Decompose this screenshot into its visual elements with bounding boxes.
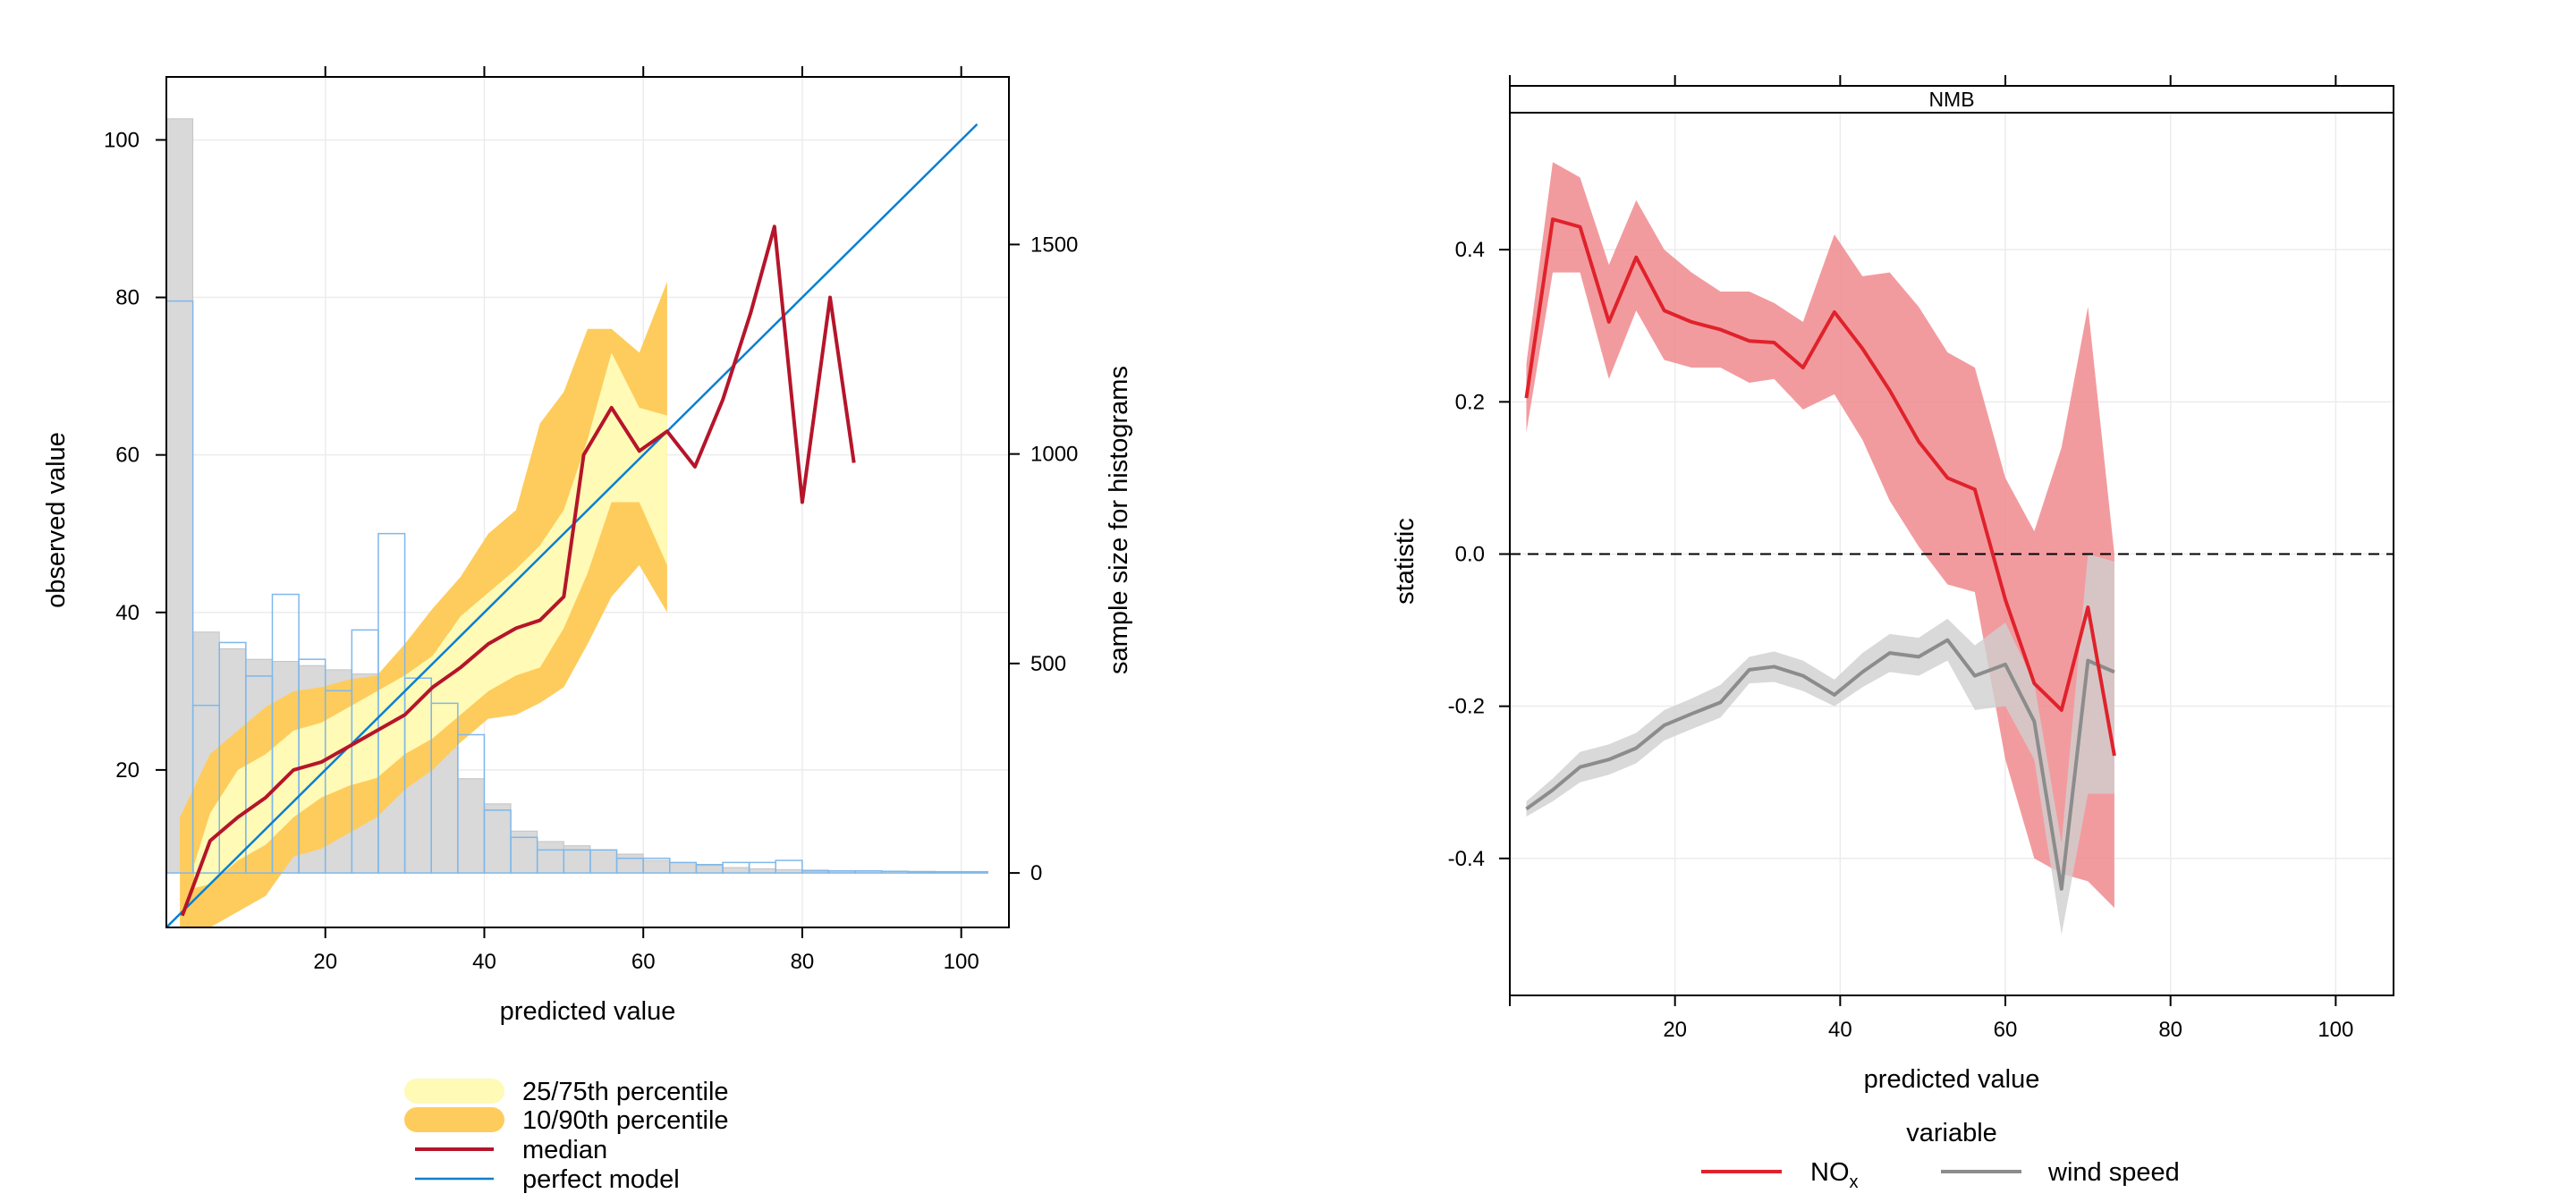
left-plot-frame (165, 76, 1010, 928)
legend-label-text: NO (1810, 1158, 1850, 1187)
observed-histogram-bar (669, 861, 697, 874)
right-x-tick-label: 100 (2318, 1018, 2353, 1042)
right-y-tick-label: -0.4 (1448, 847, 1485, 871)
legend-label-text: wind speed (2047, 1158, 2180, 1187)
band-25-75 (194, 352, 667, 888)
legend-label: wind speed (2047, 1158, 2180, 1187)
legend-label: median (522, 1136, 607, 1164)
predicted-histogram-bar (960, 870, 988, 874)
left-x-tick-label: 100 (944, 950, 979, 974)
right-axes: 20 40 60 80 100 -0.4 -0.2 0.0 0.2 0.4 (1448, 75, 2394, 1042)
left-y2-tick-label: 1500 (1030, 233, 1078, 257)
left-x-tick-label: 20 (313, 950, 337, 974)
observed-histogram-bar (589, 849, 618, 874)
legend-label: NOx (1810, 1158, 1859, 1192)
predicted-histogram-bar (775, 859, 803, 874)
left-y-tick-label: 80 (115, 286, 140, 310)
right-plot-frame (1509, 85, 2394, 996)
right-y-tick-label: 0.0 (1455, 543, 1485, 567)
right-legend: NOx wind speed (1701, 1158, 2180, 1192)
observed-histogram-bar (165, 118, 194, 874)
left-y-axis-label: observed value (42, 432, 71, 608)
right-y-tick-label: 0.2 (1455, 390, 1485, 414)
legend-key-band-25-75 (404, 1079, 504, 1104)
left-lines (165, 123, 979, 928)
predicted-histogram-bar (907, 870, 936, 874)
observed-histogram-bar (722, 867, 750, 874)
right-x-tick-label: 60 (1994, 1018, 2018, 1042)
wind-speed-band (1526, 554, 2114, 935)
legend-label-subscript: x (1850, 1172, 1859, 1192)
legend-key-band-10-90 (404, 1107, 504, 1132)
left-y2-tick-label: 1000 (1030, 443, 1078, 467)
right-confidence-bands (1526, 162, 2114, 935)
right-y-axis-label: statistic (1391, 518, 1419, 605)
wind-speed-line (1525, 638, 2115, 891)
left-y2-tick-label: 500 (1030, 652, 1066, 676)
right-legend-title: variable (1906, 1119, 1997, 1147)
legend-label: 10/90th percentile (522, 1106, 729, 1135)
left-y-tick-label: 100 (104, 128, 140, 152)
observed-histogram-bar (616, 853, 644, 874)
right-x-axis-label: predicted value (1864, 1065, 2040, 1094)
nox-band (1526, 162, 2114, 909)
right-x-tick-label: 80 (2158, 1018, 2182, 1042)
right-series-lines (1510, 217, 2394, 891)
legend-label: perfect model (522, 1165, 680, 1194)
observed-histogram-bar (510, 830, 538, 874)
predicted-histogram-bar (934, 870, 962, 874)
left-x-axis-label: predicted value (500, 997, 676, 1026)
left-x-tick-label: 40 (472, 950, 496, 974)
observed-histogram-bar (483, 803, 512, 874)
observed-histogram-bar (537, 841, 564, 874)
strip-label: NMB (1928, 88, 1974, 111)
observed-histogram-bar (695, 865, 724, 874)
observed-histogram-bar (457, 778, 485, 874)
left-y-tick-label: 40 (115, 601, 140, 625)
band-25-75-area (194, 352, 667, 888)
predicted-histogram-bar (457, 733, 486, 874)
right-x-tick-label: 40 (1828, 1018, 1852, 1042)
left-y-tick-label: 60 (115, 444, 140, 468)
legend-label: 25/75th percentile (522, 1078, 729, 1106)
left-y-tick-label: 20 (115, 758, 140, 783)
nmb-panel: 20 40 60 80 100 -0.4 -0.2 0.0 0.2 0.4 NMB predict… (1391, 75, 2394, 1192)
right-x-tick-label: 20 (1663, 1018, 1687, 1042)
left-x-tick-label: 80 (791, 950, 815, 974)
left-y2-tick-label: 0 (1030, 861, 1042, 885)
right-y-tick-label: -0.2 (1448, 695, 1485, 719)
observed-histogram-bar (642, 859, 671, 874)
left-x-tick-label: 60 (631, 950, 656, 974)
perfect-model-line (165, 123, 979, 928)
median-line (180, 224, 856, 917)
right-y-tick-label: 0.4 (1455, 238, 1485, 262)
left-secondary-y-axis-label: sample size for histograms (1105, 366, 1133, 674)
nox-line (1524, 217, 2116, 757)
